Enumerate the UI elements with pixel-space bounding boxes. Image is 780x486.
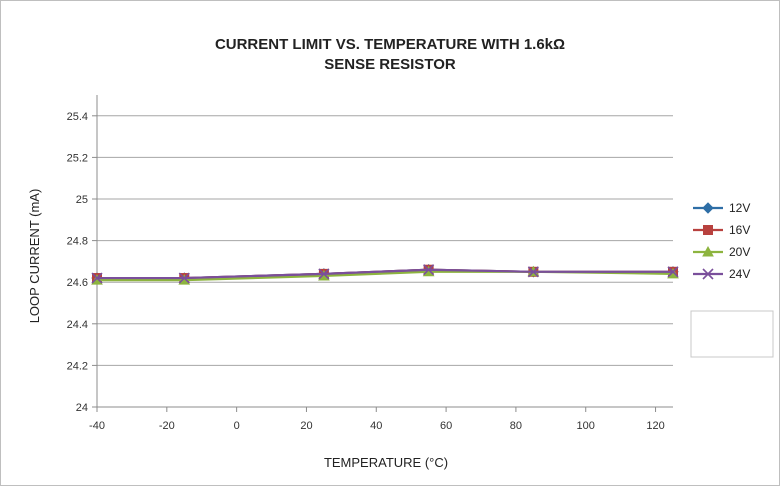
y-tick-label: 24.8 xyxy=(67,236,88,248)
x-tick-label: 20 xyxy=(300,420,312,432)
y-tick-label: 24.2 xyxy=(67,360,88,372)
x-tick-label: 80 xyxy=(510,420,522,432)
y-tick-label: 25.2 xyxy=(67,152,88,164)
data-point-24V xyxy=(667,266,679,278)
y-tick-label: 24.6 xyxy=(67,277,88,289)
data-series xyxy=(91,264,679,285)
chart-title: CURRENT LIMIT VS. TEMPERATURE WITH 1.6kΩ… xyxy=(215,36,565,73)
series-line-24V xyxy=(97,268,673,280)
legend-item-20V: 20V xyxy=(693,245,750,259)
x-tick-label: -20 xyxy=(159,420,175,432)
y-tick-labels: 24 24.2 24.4 24.6 24.8 25 25.2 25.4 xyxy=(67,111,88,414)
series-24V xyxy=(91,264,679,284)
x-tick-label: 0 xyxy=(234,420,240,432)
x-tick-label: 100 xyxy=(577,420,595,432)
x-tick-label: 60 xyxy=(440,420,452,432)
data-point-24V xyxy=(91,272,103,284)
legend-marker xyxy=(702,268,714,280)
legend-label: 20V xyxy=(729,245,750,259)
legend-label: 24V xyxy=(729,267,750,281)
data-point-24V xyxy=(527,266,539,278)
y-tick-label: 24 xyxy=(76,402,88,414)
data-point-24V xyxy=(318,268,330,280)
data-point-24V xyxy=(423,264,435,276)
legend-item-16V: 16V xyxy=(693,223,750,237)
legend-item-12V: 12V xyxy=(693,201,750,215)
legend-label: 12V xyxy=(729,201,750,215)
legend-empty-box xyxy=(690,310,774,358)
gridlines xyxy=(97,115,673,366)
y-tick-label: 25.4 xyxy=(67,111,88,123)
legend-label: 16V xyxy=(729,223,750,237)
y-tick-label: 25 xyxy=(76,194,88,206)
legend-marker xyxy=(702,245,714,257)
legend: 12V 16V 20V 24V xyxy=(693,201,750,281)
chart-title-line-2: SENSE RESISTOR xyxy=(324,56,456,73)
x-tick-label: -40 xyxy=(89,420,105,432)
data-point-24V xyxy=(178,272,190,284)
x-tick-label: 120 xyxy=(646,420,664,432)
y-axis-title: LOOP CURRENT (mA) xyxy=(27,189,42,324)
legend-marker xyxy=(703,225,713,235)
legend-item-24V: 24V xyxy=(693,267,750,281)
x-tick-labels: -40 -20 0 20 40 60 80 100 120 xyxy=(89,420,665,432)
chart-title-line-1: CURRENT LIMIT VS. TEMPERATURE WITH 1.6kΩ xyxy=(215,36,565,53)
axes xyxy=(92,95,673,412)
x-tick-label: 40 xyxy=(370,420,382,432)
y-tick-label: 24.4 xyxy=(67,319,88,331)
x-axis-title: TEMPERATURE (°C) xyxy=(324,455,448,470)
legend-marker xyxy=(702,202,714,214)
